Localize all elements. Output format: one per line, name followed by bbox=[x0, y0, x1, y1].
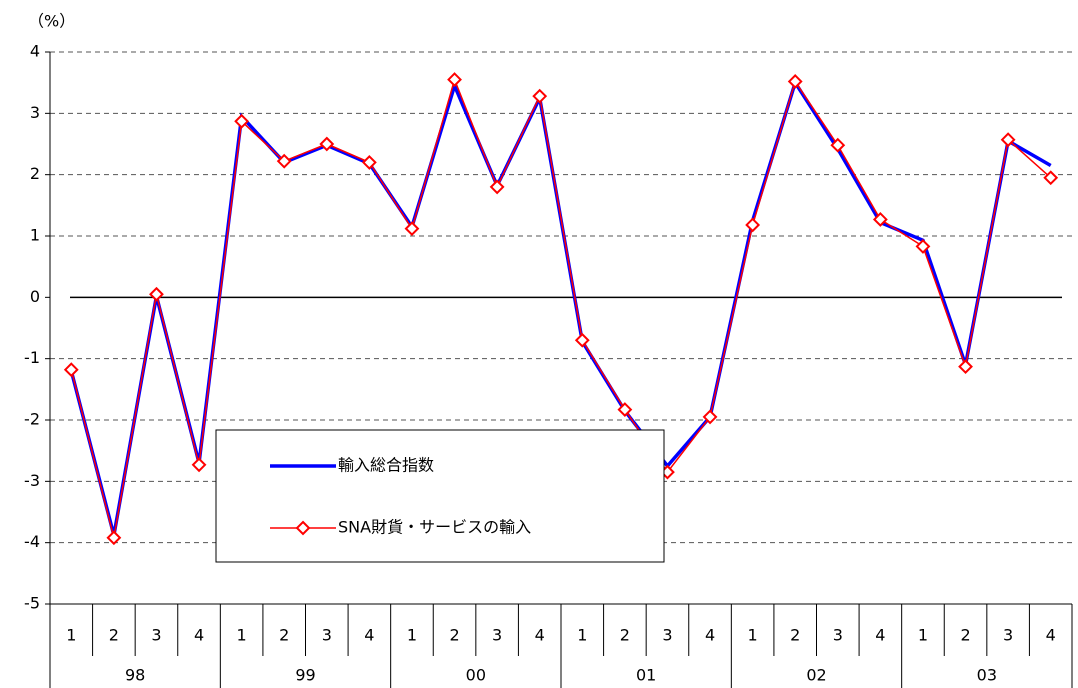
marker bbox=[745, 217, 761, 233]
x-tick-label: 1 bbox=[748, 626, 758, 645]
marker bbox=[958, 359, 973, 375]
x-group-label: 98 bbox=[125, 666, 145, 685]
y-tick-label: 3 bbox=[30, 103, 40, 122]
x-tick-label: 3 bbox=[833, 626, 843, 645]
x-group-label: 03 bbox=[977, 666, 997, 685]
x-tick-label: 2 bbox=[449, 626, 459, 645]
x-tick-label: 1 bbox=[918, 626, 928, 645]
x-tick-label: 4 bbox=[194, 626, 204, 645]
marker bbox=[276, 153, 292, 169]
y-tick-label: 4 bbox=[30, 42, 40, 61]
marker bbox=[1000, 132, 1016, 148]
legend-marker bbox=[295, 520, 311, 536]
legend-box bbox=[215, 429, 665, 563]
x-tick-label: 3 bbox=[322, 626, 332, 645]
x-tick-label: 4 bbox=[535, 626, 545, 645]
marker bbox=[191, 457, 207, 473]
x-tick-label: 4 bbox=[364, 626, 374, 645]
y-tick-label: 1 bbox=[30, 226, 40, 245]
x-tick-label: 1 bbox=[577, 626, 587, 645]
marker bbox=[234, 113, 250, 129]
x-tick-label: 2 bbox=[279, 626, 289, 645]
marker bbox=[106, 530, 122, 546]
legend-label: SNA財貨・サービスの輸入 bbox=[338, 518, 531, 537]
marker bbox=[404, 221, 420, 237]
x-tick-label: 2 bbox=[790, 626, 800, 645]
x-tick-label: 1 bbox=[407, 626, 417, 645]
marker bbox=[787, 74, 803, 89]
y-tick-label: -3 bbox=[24, 471, 40, 490]
x-tick-label: 2 bbox=[960, 626, 970, 645]
y-tick-label: -5 bbox=[24, 594, 40, 613]
marker bbox=[1043, 170, 1059, 186]
x-group-label: 01 bbox=[636, 666, 656, 685]
marker bbox=[830, 137, 846, 153]
marker bbox=[532, 88, 548, 104]
y-unit-label: （%） bbox=[28, 12, 75, 31]
legend-label: 輸入総合指数 bbox=[338, 456, 434, 475]
x-tick-label: 2 bbox=[109, 626, 119, 645]
marker bbox=[872, 212, 888, 227]
x-tick-label: 3 bbox=[492, 626, 502, 645]
x-tick-label: 2 bbox=[620, 626, 630, 645]
y-tick-label: 0 bbox=[30, 287, 40, 306]
y-tick-label: -2 bbox=[24, 410, 40, 429]
marker bbox=[574, 332, 590, 348]
x-tick-label: 3 bbox=[1003, 626, 1013, 645]
marker bbox=[63, 362, 79, 378]
x-group-label: 00 bbox=[466, 666, 486, 685]
y-tick-label: -1 bbox=[24, 348, 40, 367]
x-tick-label: 4 bbox=[1046, 626, 1056, 645]
x-tick-label: 1 bbox=[66, 626, 76, 645]
x-group-label: 99 bbox=[295, 666, 315, 685]
marker bbox=[447, 72, 462, 88]
marker bbox=[149, 286, 164, 302]
marker bbox=[702, 409, 718, 425]
x-group-label: 02 bbox=[806, 666, 826, 685]
marker bbox=[361, 154, 377, 170]
marker bbox=[319, 136, 335, 152]
series-line bbox=[70, 77, 1052, 538]
marker bbox=[915, 239, 931, 254]
x-tick-label: 3 bbox=[662, 626, 672, 645]
marker bbox=[489, 179, 505, 195]
y-tick-label: 2 bbox=[30, 164, 40, 183]
x-tick-label: 3 bbox=[151, 626, 161, 645]
x-tick-label: 4 bbox=[875, 626, 885, 645]
y-tick-label: -4 bbox=[24, 532, 40, 551]
x-tick-label: 1 bbox=[237, 626, 247, 645]
marker bbox=[617, 402, 633, 417]
x-tick-label: 4 bbox=[705, 626, 715, 645]
